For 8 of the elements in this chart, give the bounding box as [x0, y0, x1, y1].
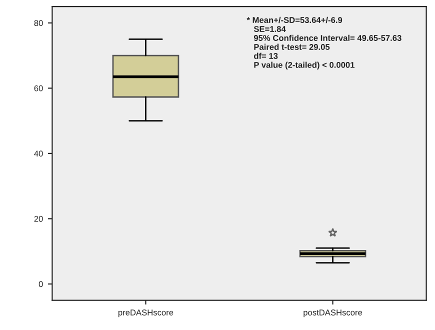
y-tick-label: 0 [38, 281, 43, 288]
x-tick-label: preDASHscore [118, 310, 174, 318]
y-tick-label: 20 [34, 216, 43, 222]
y-tick-label: 80 [34, 20, 43, 26]
y-tick-label: 40 [34, 150, 43, 157]
x-tick-label: postDASHscore [304, 310, 362, 318]
y-tick-label: 60 [34, 85, 43, 92]
annotation: * Mean+/-SD=53.64+/-6.9 SE=1.84 95% Confidence Interval= 49.65-57.63 Paired t-test= 29.05 df= 13 P value (2-tailed) < 0.0001 [246, 16, 402, 70]
